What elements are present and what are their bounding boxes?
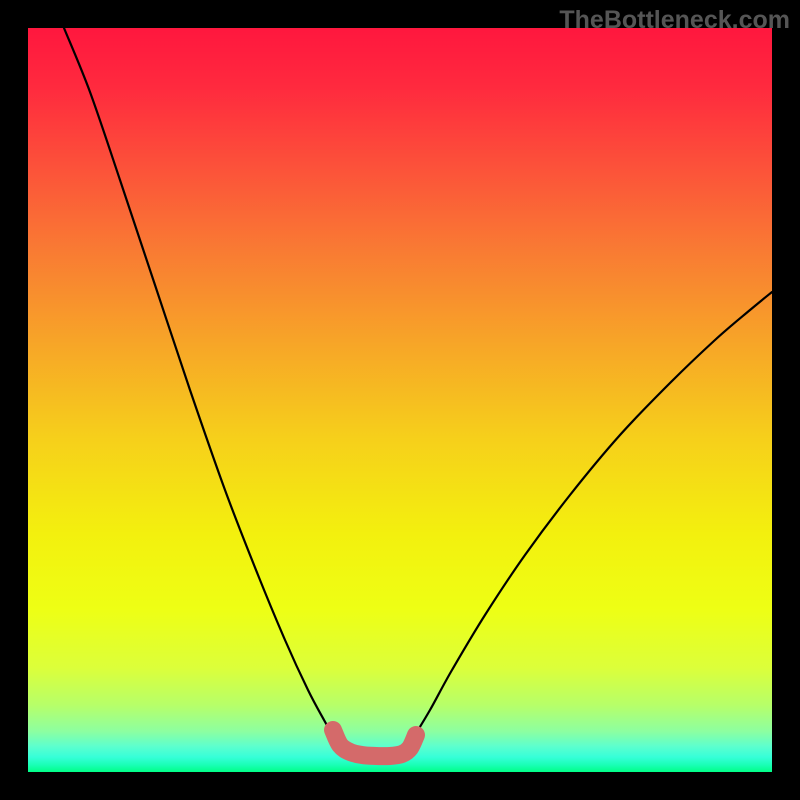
overlay-svg (0, 0, 800, 800)
watermark-text: TheBottleneck.com (559, 6, 790, 35)
curve-right (415, 292, 772, 735)
marker-u (333, 730, 416, 756)
curve-left (64, 28, 334, 737)
outer-frame: TheBottleneck.com (0, 0, 800, 800)
